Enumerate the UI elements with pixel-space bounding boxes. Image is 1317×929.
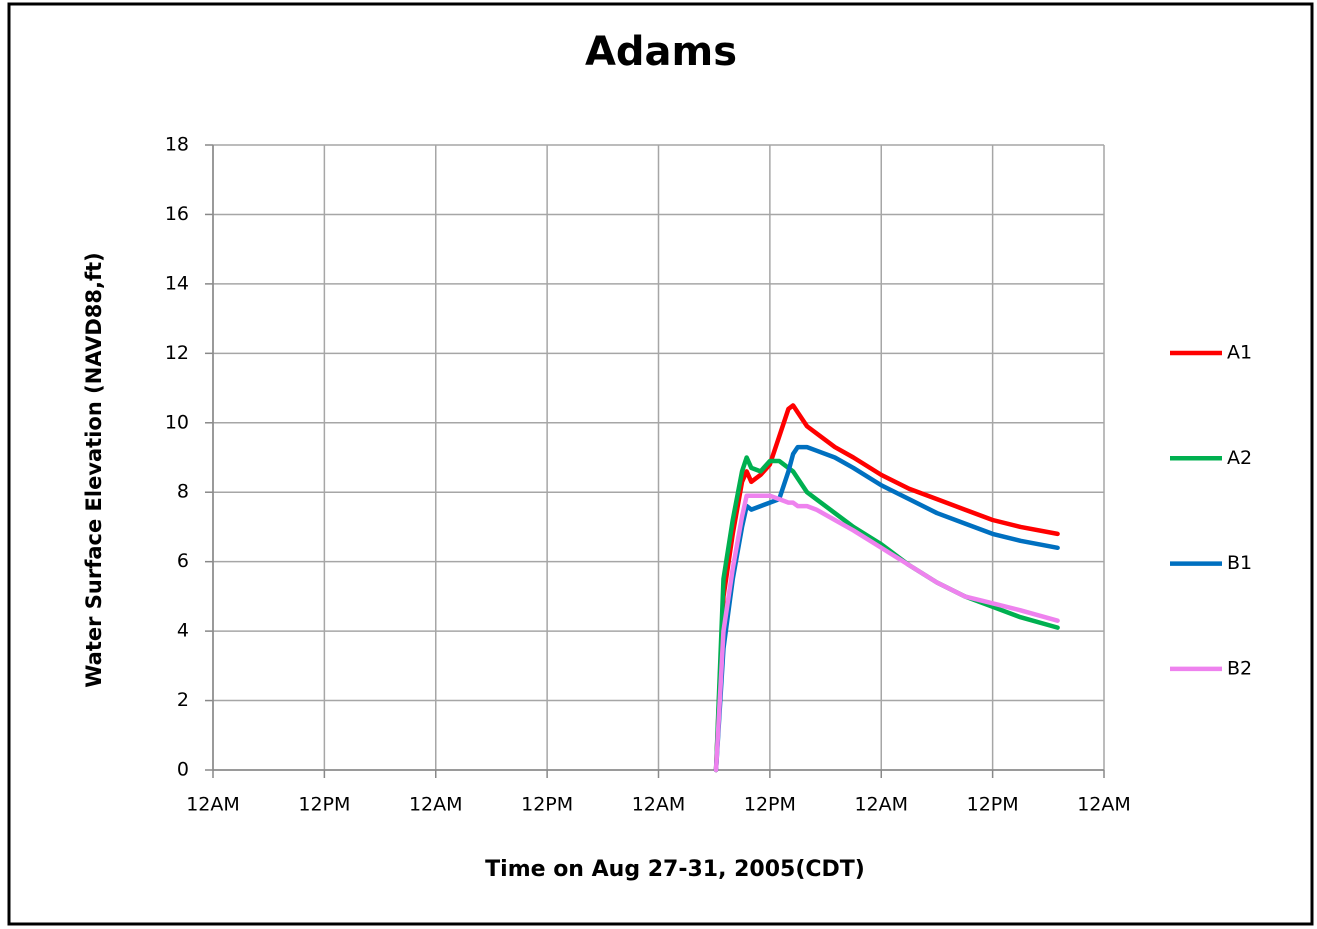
legend-label: A2 — [1227, 447, 1252, 469]
x-tick-label: 12PM — [744, 794, 796, 816]
y-tick-label: 14 — [165, 272, 189, 294]
series-line — [713, 444, 1060, 773]
x-tick-label: 12PM — [521, 794, 573, 816]
x-tick-label: 12AM — [632, 794, 686, 816]
y-tick-label: 12 — [165, 342, 189, 364]
x-tick-label: 12PM — [298, 794, 350, 816]
y-tick-label: 8 — [177, 481, 189, 503]
y-tick-label: 6 — [177, 550, 189, 572]
x-axis-label: Time on Aug 27-31, 2005(CDT) — [485, 857, 865, 882]
y-axis-label: Water Surface Elevation (NAVD88,ft) — [82, 252, 106, 688]
series-line — [713, 493, 1060, 773]
legend-label: A1 — [1227, 342, 1252, 364]
x-tick-label: 12PM — [967, 794, 1019, 816]
x-tick-label: 12AM — [1077, 794, 1131, 816]
chart-title: Adams — [585, 29, 737, 75]
x-tick-label: 12AM — [854, 794, 908, 816]
y-tick-label: 4 — [177, 620, 189, 642]
y-tick-label: 10 — [165, 411, 189, 433]
x-tick-label: 12AM — [409, 794, 463, 816]
x-tick-label: 12AM — [186, 794, 240, 816]
legend-label: B1 — [1227, 552, 1252, 574]
y-tick-label: 18 — [165, 134, 189, 156]
y-tick-label: 2 — [177, 689, 189, 711]
series-line — [713, 403, 1060, 773]
legend-label: B2 — [1227, 657, 1252, 679]
y-tick-label: 16 — [165, 203, 189, 225]
chart-border — [7, 2, 1314, 926]
y-tick-label: 0 — [177, 759, 189, 781]
